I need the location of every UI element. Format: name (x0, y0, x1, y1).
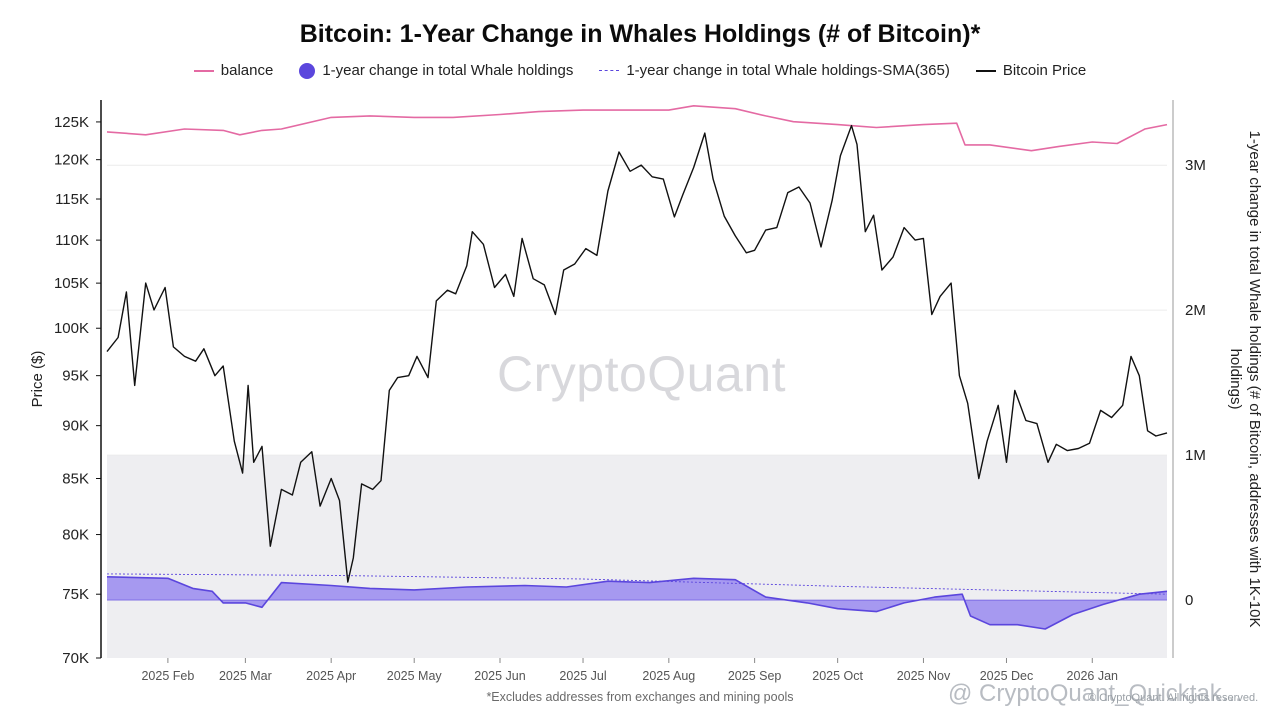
legend-label-bitcoin-price: Bitcoin Price (1002, 62, 1087, 79)
legend: balance 1-year change in total Whale hol… (0, 62, 1280, 79)
x-tick-label-0: 2025 Feb (141, 669, 194, 683)
series-area-1-year-change-in-total-whale-holdings (107, 576, 1167, 629)
x-tick-label-1: 2025 Mar (219, 669, 272, 683)
y-left-tick-label-11: 125K (54, 114, 89, 131)
x-tick-label-4: 2025 Jun (474, 669, 525, 683)
series-line-1-year-change-in-total-whale-holdings-sma-365 (106, 573, 1168, 595)
legend-item-whale-change[interactable]: 1-year change in total Whale holdings (299, 62, 573, 79)
legend-item-balance[interactable]: balance (193, 62, 274, 79)
y-left-tick-label-6: 100K (54, 320, 89, 337)
y-left-tick-label-9: 115K (55, 191, 89, 208)
y-left-tick-label-5: 95K (62, 368, 89, 385)
y-left-tick-label-3: 85K (62, 470, 89, 487)
legend-label-balance: balance (220, 62, 274, 79)
y-right-axis-label-line-1: holdings) (1227, 349, 1244, 410)
x-tick-label-6: 2025 Aug (642, 669, 695, 683)
y-right-axis-label-line-0: 1-year change in total Whale holdings (#… (1246, 131, 1263, 628)
y-left-tick-label-8: 110K (55, 232, 89, 249)
legend-label-whale-sma: 1-year change in total Whale holdings-SM… (626, 62, 950, 79)
shaded-band (107, 455, 1167, 658)
footnote: *Excludes addresses from exchanges and m… (486, 690, 794, 704)
x-tick-label-8: 2025 Oct (812, 669, 863, 683)
y-left-axis-label: Price ($) (29, 351, 46, 408)
y-left-tick-label-2: 80K (62, 527, 89, 544)
x-tick-label-10: 2025 Dec (980, 669, 1034, 683)
y-left-tick-label-4: 90K (62, 418, 89, 435)
legend-item-whale-sma[interactable]: 1-year change in total Whale holdings-SM… (599, 62, 950, 79)
legend-item-bitcoin-price[interactable]: Bitcoin Price (975, 62, 1087, 79)
x-tick-label-7: 2025 Sep (728, 669, 782, 683)
x-tick-label-3: 2025 May (387, 669, 443, 683)
chart-title: Bitcoin: 1-Year Change in Whales Holding… (299, 20, 981, 48)
legend-swatch-whale-sma (599, 70, 620, 71)
y-left-tick-label-10: 120K (54, 152, 89, 169)
source-credit: © CryptoQuant. All rights reserved. (1088, 692, 1259, 704)
legend-swatch-balance (193, 69, 214, 72)
legend-swatch-whale-change (299, 62, 316, 79)
series-line-1-year-change-in-total-whale-holdings (106, 576, 1168, 630)
y-right-tick-label-2: 2M (1185, 302, 1206, 319)
legend-swatch-bitcoin-price (975, 69, 996, 72)
x-tick-label-2: 2025 Apr (306, 669, 356, 683)
x-tick-label-9: 2025 Nov (897, 669, 951, 683)
legend-label-whale-change: 1-year change in total Whale holdings (322, 62, 574, 79)
platform-credit: @ CryptoQuant_Quicktak... (948, 680, 1242, 707)
y-right-axis-label: 1-year change in total Whale holdings (#… (1227, 131, 1263, 628)
y-right-tick-label-0: 0 (1185, 592, 1193, 609)
y-left-tick-label-7: 105K (54, 275, 89, 292)
series-line-balance (106, 105, 1168, 152)
x-tick-label-5: 2025 Jul (559, 669, 606, 683)
y-right-tick-label-3: 3M (1185, 157, 1206, 174)
series-line-bitcoin-price (106, 124, 1168, 583)
y-left-tick-label-0: 70K (62, 650, 89, 667)
y-left-tick-label-1: 75K (62, 586, 89, 603)
y-right-tick-label-1: 1M (1185, 447, 1206, 464)
x-tick-label-11: 2026 Jan (1067, 669, 1118, 683)
